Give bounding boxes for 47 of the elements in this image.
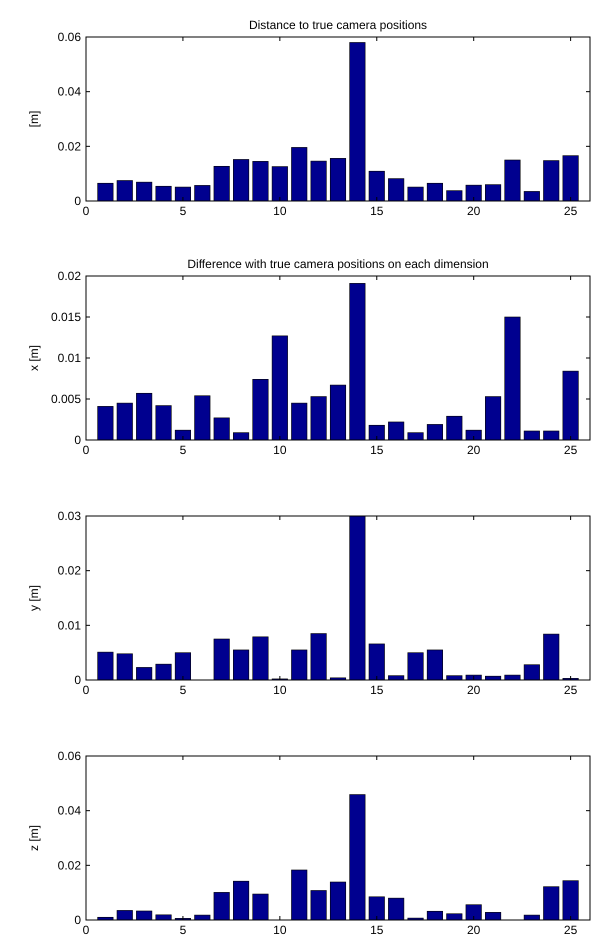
x-tick-label: 20: [467, 443, 481, 457]
y-tick-label: 0.02: [58, 858, 82, 872]
x-tick-label: 0: [82, 683, 90, 697]
y-axis-title: y [m]: [27, 585, 41, 611]
y-tick-label: 0: [74, 913, 82, 927]
y-axis-title: z [m]: [27, 825, 41, 851]
y-tick-label: 0: [74, 194, 82, 208]
chart-title: Distance to true camera positions: [248, 18, 428, 32]
y-tick-label: 0: [74, 673, 82, 687]
y-tick-label: 0.015: [50, 310, 82, 324]
x-tick-label: 20: [467, 923, 481, 937]
x-tick-label: 25: [564, 443, 578, 457]
x-tick-label: 0: [82, 923, 90, 937]
y-tick-label: 0.06: [58, 749, 82, 763]
y-tick-label: 0.01: [58, 351, 82, 365]
x-tick-label: 15: [370, 443, 384, 457]
x-tick-label: 15: [370, 204, 384, 218]
x-tick-label: 5: [180, 683, 187, 697]
y-tick-label: 0: [74, 433, 82, 447]
x-tick-label: 15: [370, 683, 384, 697]
y-tick-label: 0.02: [58, 269, 82, 283]
y-tick-label: 0.06: [58, 30, 82, 44]
x-tick-label: 10: [273, 683, 287, 697]
x-tick-label: 15: [370, 923, 384, 937]
y-axis-title: [m]: [27, 110, 41, 128]
y-tick-label: 0.02: [58, 564, 82, 578]
chart-title: Difference with true camera positions on each dimension: [187, 257, 489, 271]
x-tick-label: 5: [180, 923, 187, 937]
x-tick-label: 5: [180, 204, 187, 218]
y-tick-label: 0.04: [58, 804, 82, 818]
y-tick-label: 0.03: [58, 509, 82, 523]
x-tick-label: 20: [467, 204, 481, 218]
y-tick-label: 0.01: [58, 618, 82, 632]
x-tick-label: 25: [564, 204, 578, 218]
y-tick-label: 0.04: [58, 84, 82, 99]
x-tick-label: 25: [564, 683, 578, 697]
x-tick-label: 20: [467, 683, 481, 697]
y-tick-label: 0.005: [50, 392, 82, 406]
y-axis-title: x [m]: [27, 345, 41, 371]
y-tick-label: 0.02: [58, 139, 82, 154]
x-tick-label: 0: [82, 204, 90, 218]
x-tick-label: 25: [564, 923, 578, 937]
x-tick-label: 10: [273, 204, 287, 218]
x-tick-label: 5: [180, 443, 187, 457]
x-tick-label: 10: [273, 923, 287, 937]
x-tick-label: 0: [82, 443, 90, 457]
x-tick-label: 10: [273, 443, 287, 457]
